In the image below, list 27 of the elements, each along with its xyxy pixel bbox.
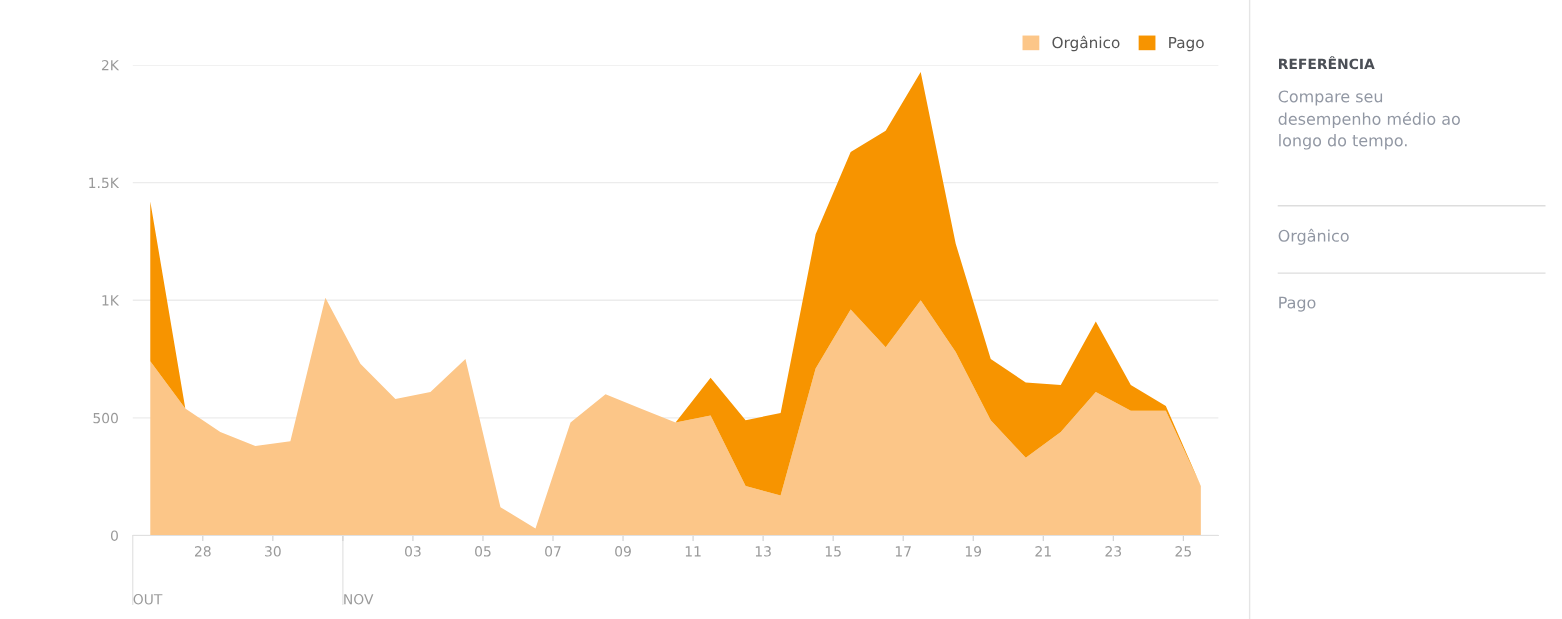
x-tick-label: 05 xyxy=(475,546,491,557)
x-tick-label: 23 xyxy=(1105,546,1122,557)
x-tick-label: 07 xyxy=(545,546,561,557)
legend-label: Pago xyxy=(1169,36,1204,52)
x-tick-label: 03 xyxy=(405,546,421,557)
x-tick-label: 25 xyxy=(1175,546,1191,557)
y-tick-label: 500 xyxy=(93,412,118,424)
text: Compare seu desempenho médio ao longo do tempo. xyxy=(1278,90,1460,150)
x-tick-label: 21 xyxy=(1035,546,1051,557)
text: NOV xyxy=(344,594,374,605)
text: REFERÊNCIA xyxy=(1278,56,1375,70)
x-tick-label: 28 xyxy=(194,546,211,557)
text: OUT xyxy=(133,594,163,605)
y-tick-label: 1.5K xyxy=(89,177,120,189)
y-tick-label: 1K xyxy=(102,295,120,306)
y-tick-label: 2K xyxy=(101,59,120,71)
text: Orgânico xyxy=(1278,228,1349,245)
y-tick-label: 0 xyxy=(110,530,118,541)
x-tick-label: 17 xyxy=(895,546,911,557)
text: Pago xyxy=(1279,296,1316,312)
x-tick-label: 15 xyxy=(825,546,841,557)
x-tick-label: 13 xyxy=(755,546,771,557)
x-tick-label: 19 xyxy=(965,546,982,557)
x-tick-label: 11 xyxy=(685,546,701,557)
x-tick-label: 09 xyxy=(615,546,631,557)
legend-label: Orgânico xyxy=(1052,35,1120,52)
x-tick-label: 30 xyxy=(265,546,281,557)
